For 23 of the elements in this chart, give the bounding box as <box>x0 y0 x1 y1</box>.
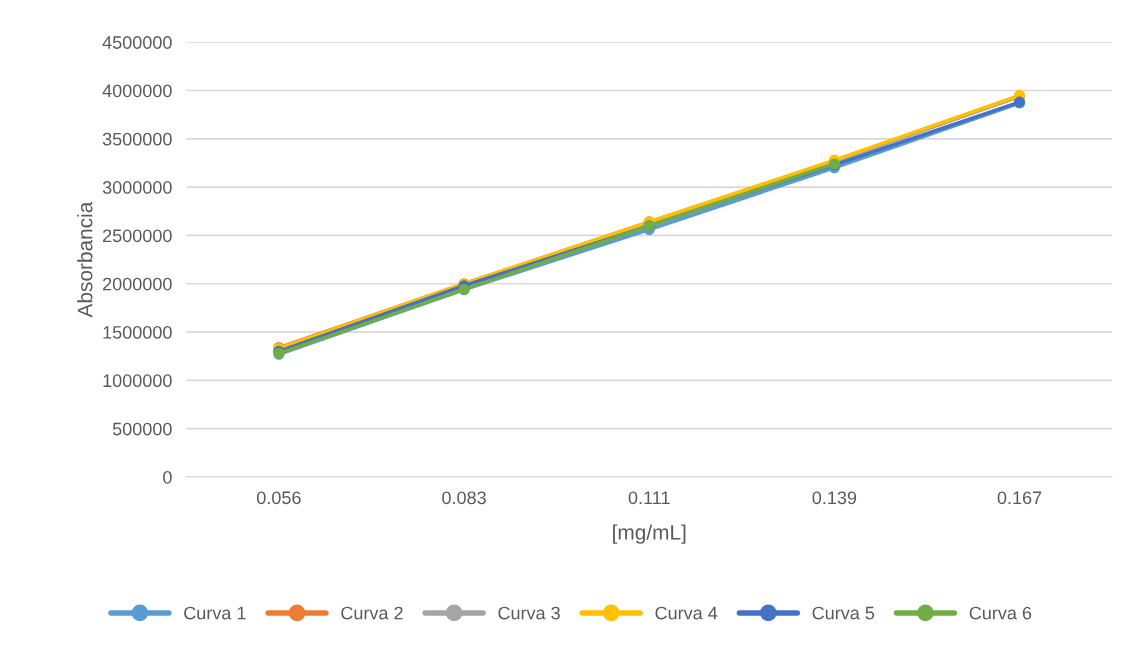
y-tick-label: 4000000 <box>102 84 172 98</box>
y-tick-label: 3500000 <box>102 132 172 146</box>
legend-label: Curva 3 <box>498 606 560 620</box>
y-tick-label: 500000 <box>112 422 172 436</box>
y-tick-label: 2500000 <box>103 229 172 243</box>
x-tick-label: 0.167 <box>997 491 1042 505</box>
x-tick-label: 0.083 <box>442 491 486 505</box>
x-tick-label: 0.056 <box>257 491 301 505</box>
y-tick-label: 1000000 <box>103 374 172 388</box>
x-tick-label: 0.139 <box>812 491 857 505</box>
legend-label: Curva 1 <box>184 606 246 620</box>
y-tick-label: 0 <box>163 470 172 484</box>
x-axis-title: [mg/mL] <box>613 524 686 544</box>
x-tick-label: 0.111 <box>628 491 670 505</box>
legend-label: Curva 5 <box>812 606 875 620</box>
legend-label: Curva 2 <box>341 606 403 620</box>
legend-label: Curva 4 <box>655 606 718 620</box>
y-tick-label: 1500000 <box>103 326 172 339</box>
y-tick-label: 4500000 <box>102 36 172 49</box>
legend-label: Curva 6 <box>969 606 1032 620</box>
y-tick-label: 3000000 <box>102 181 172 194</box>
y-tick-label: 2000000 <box>103 277 172 291</box>
y-axis-title: Absorbancia <box>77 201 93 318</box>
